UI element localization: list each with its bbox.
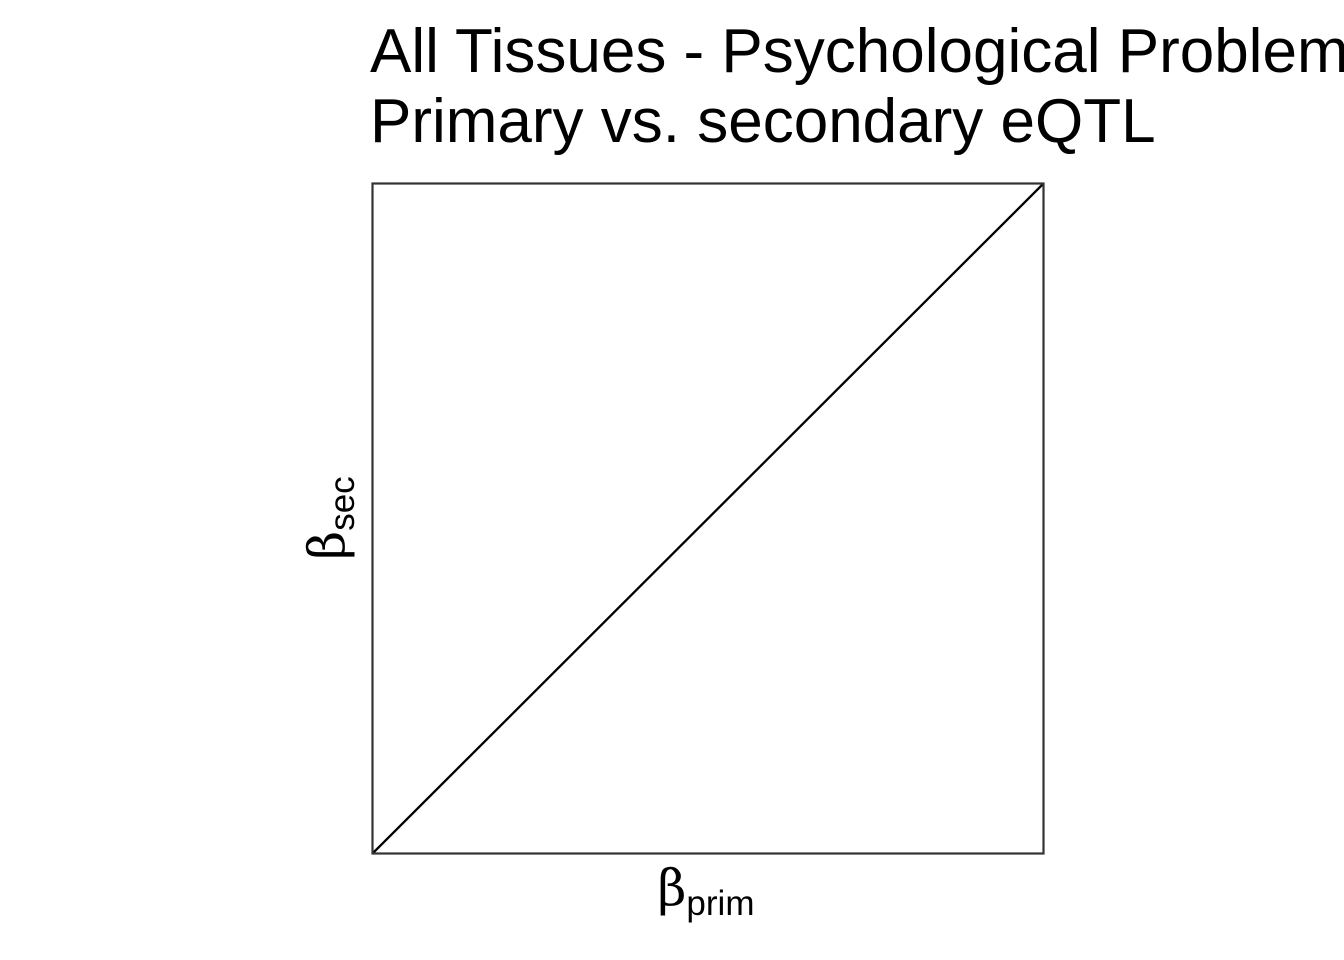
plot-area [371,182,1045,855]
y-axis-label: βsec [298,476,362,559]
x-axis-label-symbol: β [658,859,687,917]
series-line-0 [371,182,1045,855]
x-axis-label: βprim [658,859,755,923]
chart-title: All Tissues - Psychological Problem Prim… [370,17,1344,156]
x-axis-label-subscript: prim [686,884,754,923]
panel-border [371,182,1045,855]
y-axis-label-symbol: β [298,531,356,560]
chart-title-line-1: All Tissues - Psychological Problem [370,17,1344,86]
chart-title-line-2: Primary vs. secondary eQTL [370,87,1156,156]
y-axis-label-subscript: sec [323,476,362,530]
